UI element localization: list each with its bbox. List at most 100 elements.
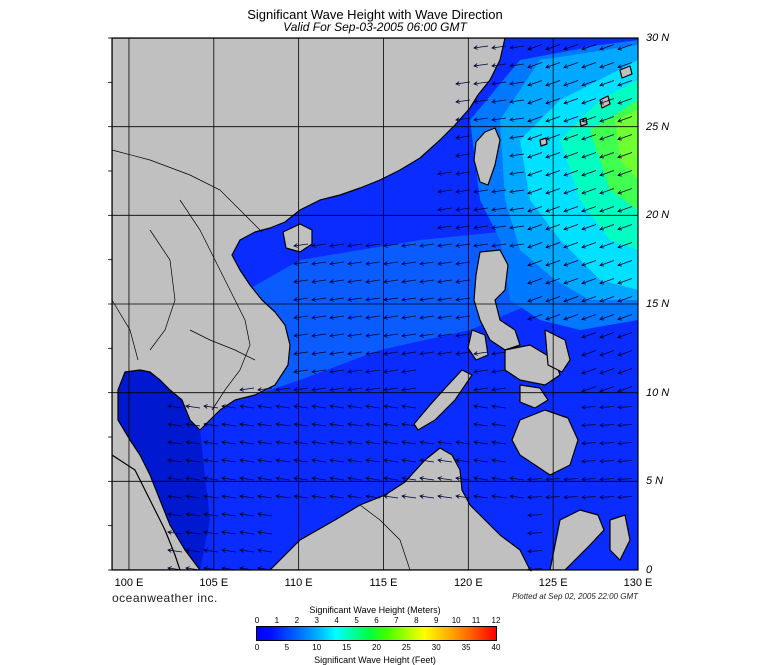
wave-direction-arrow (437, 315, 453, 320)
wave-direction-arrow (455, 297, 471, 302)
wave-direction-arrow (599, 314, 615, 321)
wave-direction-arrow (329, 369, 345, 374)
lon-label: 105 E (199, 577, 229, 589)
wave-direction-arrow (509, 243, 525, 248)
wave-direction-arrow (455, 189, 471, 194)
wave-direction-arrow (599, 350, 615, 357)
wave-direction-arrow (581, 116, 597, 123)
wave-direction-arrow (599, 332, 615, 339)
wave-direction-arrow (311, 297, 327, 302)
wave-direction-arrow (617, 495, 633, 500)
wave-direction-arrow (419, 440, 435, 445)
wave-direction-arrow (419, 279, 435, 284)
wave-field-lime (615, 110, 638, 180)
wave-direction-arrow (185, 530, 201, 535)
wave-direction-arrow (473, 207, 489, 212)
wave-direction-arrow (509, 189, 525, 194)
wave-direction-arrow (599, 278, 615, 285)
wave-direction-arrow (563, 44, 579, 51)
wave-direction-arrow (563, 134, 579, 141)
colorbar-meter-tick: 0 (254, 616, 260, 625)
wave-direction-arrow (509, 207, 525, 212)
wave-direction-arrow (509, 494, 525, 499)
wave-direction-arrow (239, 530, 255, 535)
wave-direction-arrow (401, 369, 417, 374)
wave-height-map (108, 37, 639, 572)
wave-direction-arrow (329, 476, 345, 481)
wave-direction-arrow (455, 243, 471, 248)
wave-direction-arrow (491, 81, 507, 86)
wave-direction-arrow (311, 333, 327, 338)
wave-direction-arrow (257, 476, 273, 481)
wave-direction-arrow (293, 315, 309, 320)
wave-direction-arrow (491, 476, 507, 481)
wave-direction-arrow (581, 278, 597, 285)
wave-direction-arrow (581, 405, 597, 410)
wave-direction-arrow (293, 297, 309, 302)
wave-direction-arrow (617, 152, 633, 159)
wave-direction-arrow (221, 476, 237, 481)
wave-direction-arrow (293, 369, 309, 374)
wave-direction-arrow (185, 476, 201, 481)
wave-direction-arrow (545, 44, 561, 51)
wave-direction-arrow (581, 62, 597, 69)
wave-direction-arrow (311, 458, 327, 463)
wave-direction-arrow (329, 387, 345, 392)
wave-direction-arrow (275, 476, 291, 481)
wave-direction-arrow (293, 422, 309, 427)
wave-direction-arrow (581, 152, 597, 159)
wave-direction-arrow (527, 116, 543, 123)
wave-direction-arrow (257, 530, 273, 535)
wave-direction-arrow (167, 458, 183, 463)
wave-direction-arrow (491, 225, 507, 230)
wave-direction-arrow (455, 315, 471, 320)
colorbar-title-feet: Significant Wave Height (Feet) (314, 655, 436, 665)
wave-direction-arrow (599, 224, 615, 231)
wave-direction-arrow (365, 333, 381, 338)
wave-direction-arrow (437, 297, 453, 302)
wave-direction-arrow (545, 134, 561, 141)
wave-direction-arrow (167, 494, 183, 499)
wave-direction-arrow (239, 476, 255, 481)
wave-direction-arrow (275, 387, 291, 392)
wave-direction-arrow (491, 422, 507, 427)
wave-direction-arrow (581, 441, 597, 446)
wave-direction-arrow (401, 476, 417, 481)
wave-direction-arrow (599, 423, 615, 428)
wave-direction-arrow (527, 206, 543, 213)
wave-direction-arrow (329, 297, 345, 302)
wave-direction-arrow (599, 477, 615, 482)
wave-direction-arrow (221, 548, 237, 553)
wave-direction-arrow (293, 458, 309, 463)
wave-direction-arrow (527, 152, 543, 159)
wave-direction-arrow (203, 422, 219, 427)
wave-direction-arrow (347, 315, 363, 320)
wave-direction-arrow (347, 333, 363, 338)
wave-direction-arrow (437, 243, 453, 248)
colorbar-feet-tick: 20 (372, 643, 381, 652)
wave-direction-arrow (167, 530, 183, 535)
wave-direction-arrow (257, 387, 273, 392)
wave-direction-arrow (293, 387, 309, 392)
wave-direction-arrow (329, 243, 345, 248)
wave-direction-arrow (581, 44, 597, 51)
wave-direction-arrow (455, 333, 471, 338)
wave-direction-arrow (581, 296, 597, 303)
wave-direction-arrow (329, 404, 345, 409)
wave-direction-arrow (473, 189, 489, 194)
wave-direction-arrow (581, 224, 597, 231)
wave-direction-arrow (617, 278, 633, 285)
wave-direction-arrow (437, 279, 453, 284)
wave-direction-arrow (563, 495, 579, 500)
wave-direction-arrow (347, 261, 363, 266)
colorbar-meter-tick: 7 (394, 616, 399, 625)
wave-direction-arrow (437, 189, 453, 194)
wave-direction-arrow (599, 405, 615, 410)
wave-direction-arrow (383, 476, 399, 481)
wave-direction-arrow (347, 297, 363, 302)
wave-direction-arrow (545, 495, 561, 500)
wave-direction-arrow (167, 548, 183, 553)
wave-direction-arrow (563, 314, 579, 321)
wave-direction-arrow (581, 386, 597, 393)
wave-direction-arrow (599, 152, 615, 159)
